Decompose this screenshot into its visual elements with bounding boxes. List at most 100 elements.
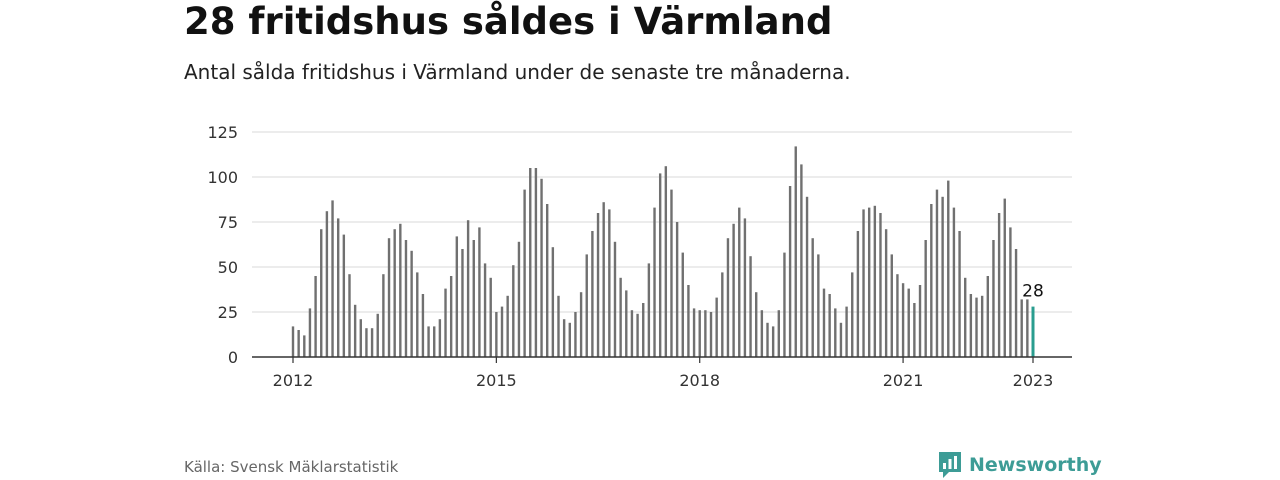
bar <box>416 272 419 357</box>
bar <box>619 277 622 357</box>
bar <box>828 294 831 357</box>
bar <box>958 231 961 357</box>
y-tick-label: 50 <box>218 258 238 277</box>
bar <box>822 288 826 357</box>
bar <box>540 178 543 357</box>
bar <box>670 189 673 357</box>
bar <box>404 240 408 357</box>
bar <box>862 209 865 357</box>
data-labels: 28 <box>1021 280 1046 303</box>
bar <box>483 263 487 357</box>
bar <box>749 256 752 357</box>
bars <box>291 146 1035 357</box>
bar <box>574 312 577 357</box>
bar <box>630 310 634 357</box>
highlight-value-label: 28 <box>1022 282 1044 302</box>
x-tick-label: 2023 <box>1013 371 1054 390</box>
bar <box>811 238 814 357</box>
bar <box>856 231 860 357</box>
bar <box>766 322 769 357</box>
x-tick-label: 2012 <box>273 371 314 390</box>
x-tick-label: 2021 <box>883 371 924 390</box>
bar <box>851 272 854 357</box>
bar <box>924 240 927 357</box>
bar <box>551 247 555 357</box>
bar <box>359 319 362 357</box>
bar <box>692 308 696 357</box>
bar <box>867 207 871 357</box>
bar <box>608 209 611 357</box>
bar <box>788 186 792 357</box>
bar <box>1003 198 1006 357</box>
bar <box>805 196 809 357</box>
bar <box>738 207 741 357</box>
bar <box>964 277 967 357</box>
bar <box>879 213 882 357</box>
bar <box>681 252 684 357</box>
bar <box>709 312 713 357</box>
bar <box>495 312 498 357</box>
bar <box>980 295 984 357</box>
y-tick-label: 25 <box>218 303 238 322</box>
bar <box>557 295 560 357</box>
bar <box>834 308 837 357</box>
bar <box>545 204 549 357</box>
chart-subtitle: Antal sålda fritidshus i Värmland under … <box>184 60 851 84</box>
y-tick-label: 125 <box>207 123 238 142</box>
bar <box>291 326 295 357</box>
bar <box>512 265 515 357</box>
bar <box>517 241 521 357</box>
bar <box>975 297 978 357</box>
bar <box>325 211 329 357</box>
bar <box>783 252 786 357</box>
bar <box>472 240 475 357</box>
bar <box>907 288 910 357</box>
bar <box>1014 249 1018 357</box>
bar <box>602 202 605 357</box>
bar <box>438 319 442 357</box>
bar <box>444 288 447 357</box>
bar <box>613 241 617 357</box>
bar <box>642 303 645 357</box>
bar <box>794 146 797 357</box>
bar <box>952 207 956 357</box>
bar <box>523 189 526 357</box>
bar <box>591 231 594 357</box>
y-axis-ticks: 0 25 50 75 100 125 <box>207 123 238 367</box>
brand-logo: Newsworthy <box>937 450 1102 480</box>
bar <box>800 164 803 357</box>
bar <box>732 223 735 357</box>
bar <box>930 204 933 357</box>
bar <box>704 310 707 357</box>
bar <box>596 213 600 357</box>
bar <box>342 234 346 357</box>
bar <box>382 274 385 357</box>
bar <box>303 335 306 357</box>
newsworthy-logo-icon <box>939 452 961 478</box>
bar <box>568 322 571 357</box>
bar <box>658 173 662 357</box>
chart-title: 28 fritidshus såldes i Värmland <box>184 0 833 43</box>
bar <box>1020 299 1023 357</box>
bar <box>308 308 312 357</box>
bar <box>562 319 566 357</box>
bar <box>1026 299 1029 357</box>
bar <box>845 306 848 357</box>
bar <box>726 238 730 357</box>
bar <box>986 276 990 357</box>
bar <box>320 229 323 357</box>
bar <box>529 168 532 357</box>
bar <box>1009 227 1012 357</box>
bar <box>755 292 758 357</box>
bar <box>941 196 944 357</box>
highlight-bar <box>1031 306 1035 357</box>
bar <box>873 205 877 357</box>
bar <box>687 285 690 357</box>
bar <box>353 304 357 357</box>
bar <box>500 306 504 357</box>
bar <box>506 295 509 357</box>
bar <box>393 229 396 357</box>
bar <box>890 254 893 357</box>
bar <box>579 292 583 357</box>
bar <box>387 238 391 357</box>
